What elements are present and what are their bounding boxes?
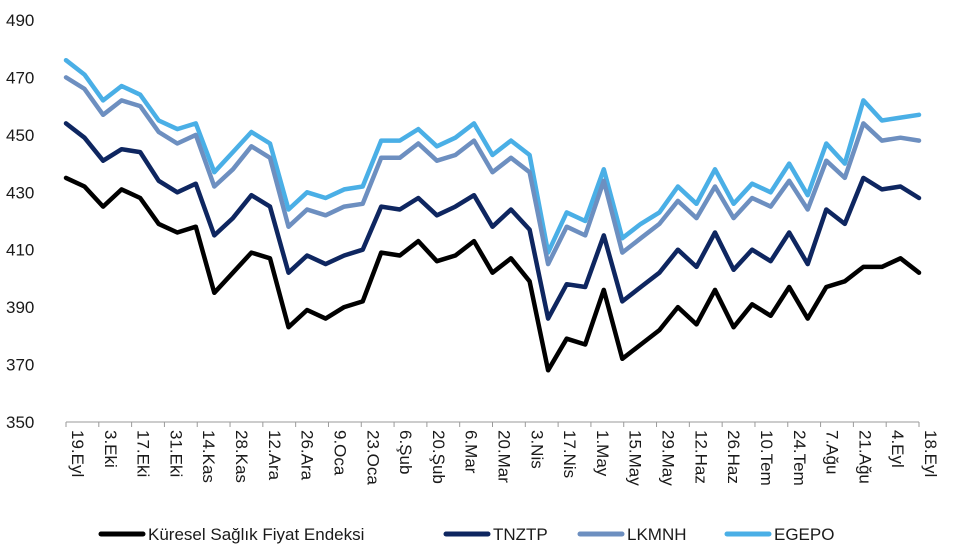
legend-label: LKMNH: [627, 525, 687, 544]
x-tick-label: 10.Tem: [757, 430, 776, 486]
series-line-1: [63, 121, 922, 321]
x-tick-label: 17.Nis: [560, 430, 579, 478]
legend-label: Küresel Sağlık Fiyat Endeksi: [148, 525, 364, 544]
x-tick-label: 12.Haz: [691, 430, 710, 484]
legend-label: TNZTP: [493, 525, 548, 544]
y-tick-label: 490: [6, 11, 34, 30]
x-tick-label: 19.Eyl: [68, 430, 87, 477]
series-line-2: [63, 75, 922, 267]
x-tick-label: 31.Eki: [166, 430, 185, 477]
x-tick-label: 20.Şub: [429, 430, 448, 484]
x-tick-label: 1.May: [593, 430, 612, 477]
x-tick-label: 23.Oca: [363, 430, 382, 485]
x-tick-label: 7.Ağu: [823, 430, 842, 474]
y-tick-label: 350: [6, 413, 34, 432]
x-tick-label: 6.Mar: [462, 430, 481, 474]
x-tick-label: 15.May: [626, 430, 645, 486]
y-tick-label: 430: [6, 183, 34, 202]
x-tick-label: 26.Ara: [298, 430, 317, 481]
series-lines: [63, 57, 922, 373]
series-line-0: [63, 175, 922, 373]
x-tick-label: 9.Oca: [330, 430, 349, 476]
y-tick-label: 410: [6, 241, 34, 260]
x-axis: 19.Eyl 3.Eki 17.Eki 31.Eki 14.Kas 28.Kas 12.Ar…: [65, 421, 940, 486]
y-tick-label: 470: [6, 68, 34, 87]
x-tick-label: 3.Eki: [101, 430, 120, 468]
x-tick-label: 26.Haz: [724, 430, 743, 484]
x-tick-label: 21.Ağu: [855, 430, 874, 484]
x-tick-label: 17.Eki: [134, 430, 153, 477]
x-tick-label: 20.Mar: [495, 430, 514, 483]
x-tick-label: 12.Ara: [265, 430, 284, 481]
x-tick-label: 28.Kas: [232, 430, 251, 483]
y-axis: 350 370 390 410 430 450 470 490: [6, 11, 34, 432]
x-tick-label: 6.Şub: [396, 430, 415, 474]
x-tick-label: 18.Eyl: [921, 430, 940, 477]
legend: Küresel Sağlık Fiyat Endeksi TNZTP LKMNH EG…: [98, 525, 834, 544]
y-tick-label: 370: [6, 356, 34, 375]
legend-label: EGEPO: [774, 525, 834, 544]
x-tick-label: 29.May: [659, 430, 678, 486]
y-tick-label: 450: [6, 126, 34, 145]
x-tick-label: 3.Nis: [527, 430, 546, 469]
series-line-3: [63, 57, 922, 255]
y-tick-label: 390: [6, 298, 34, 317]
x-tick-label: 4.Eyl: [888, 430, 907, 468]
x-tick-label: 24.Tem: [790, 430, 809, 486]
x-tick-label: 14.Kas: [199, 430, 218, 483]
